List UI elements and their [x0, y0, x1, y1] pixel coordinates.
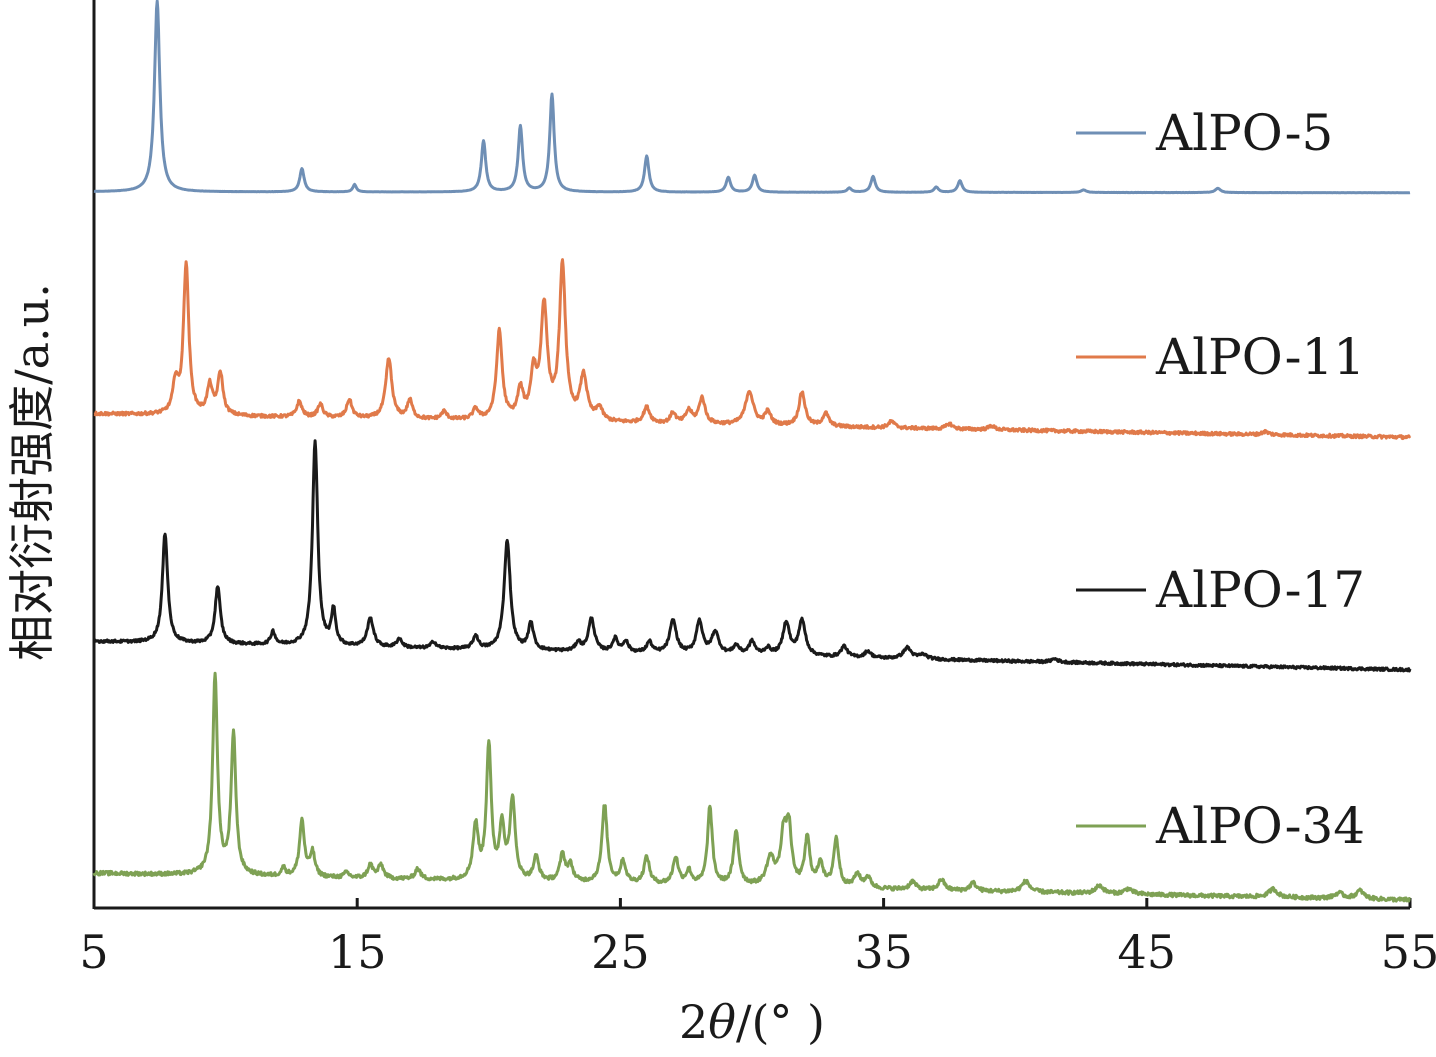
legend-label-alpo-5: AlPO-5 — [1155, 104, 1333, 162]
series-line-alpo-17 — [92, 439, 1412, 673]
legend-label-alpo-34: AlPO-34 — [1155, 797, 1365, 855]
x-tick-label: 25 — [591, 925, 650, 979]
x-axis-title: 2θ/(° ) — [679, 995, 825, 1049]
legend-label-alpo-17: AlPO-17 — [1155, 561, 1365, 619]
legend: AlPO-5 AlPO-11 AlPO-17 AlPO-34 — [1076, 104, 1365, 855]
y-axis-title: 相对衍射强度/a.u. — [5, 283, 59, 661]
axes — [92, 0, 1410, 910]
x-tick-label: 45 — [1118, 925, 1177, 979]
series-line-alpo-34 — [92, 671, 1411, 903]
series-line-alpo-5 — [93, 0, 1411, 195]
series-line-alpo-11 — [93, 258, 1412, 441]
traces — [92, 0, 1412, 903]
x-tick-label: 55 — [1381, 925, 1436, 979]
x-tick-label: 5 — [79, 925, 108, 979]
legend-label-alpo-11: AlPO-11 — [1155, 328, 1365, 386]
x-tick-label: 35 — [854, 925, 913, 979]
x-ticks: 5 15 25 35 45 55 — [79, 898, 1436, 979]
x-tick-label: 15 — [328, 925, 387, 979]
